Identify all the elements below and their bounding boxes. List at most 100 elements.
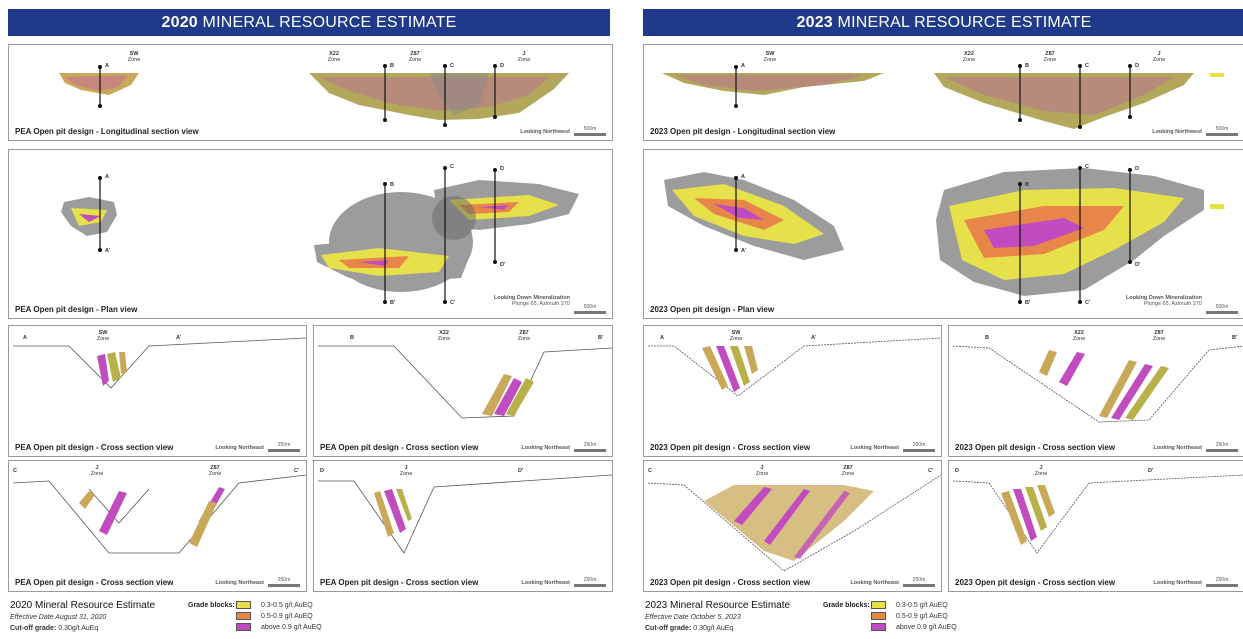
- panel-title: PEA Open pit design - Cross section view: [15, 578, 174, 587]
- point-b: B: [390, 182, 394, 188]
- scale-label: 500m: [1215, 126, 1229, 132]
- cross-section-a: A A' SW Zone 2023 Open pit design - Cross…: [643, 325, 942, 457]
- zone-label-j: J Zone: [399, 465, 413, 477]
- point-end: C': [294, 468, 300, 474]
- grade-blocks-label: Grade blocks:: [823, 602, 870, 609]
- cross-section-figure: [318, 474, 612, 554]
- zone-label-z87: Z87 Zone: [1043, 51, 1057, 63]
- scale-bar: 500m: [574, 126, 606, 136]
- point-d: D: [1135, 166, 1139, 172]
- point-d: D: [500, 166, 504, 172]
- point-a: A: [105, 63, 109, 69]
- cross-section-c: C C' J Zone Z87 Zone 2023 Open pit design …: [643, 460, 942, 592]
- scale-bar: 250m: [903, 577, 935, 587]
- point-start: C: [648, 468, 652, 474]
- banner-text: MINERAL RESOURCE ESTIMATE: [832, 14, 1092, 31]
- cross-section-figure: [648, 337, 941, 397]
- view-direction: Looking Down Mineralization Plunge 65, Az…: [1126, 295, 1202, 307]
- view-direction: Looking Northeast: [850, 580, 899, 586]
- panel-title: PEA Open pit design - Cross section view: [320, 578, 479, 587]
- zone-label-j: J Zone: [1152, 51, 1166, 63]
- point-c: C: [450, 63, 454, 69]
- cross-section-a: A A' SW Zone PEA Open pit design - Cross …: [8, 325, 307, 457]
- point-d: D: [500, 63, 504, 69]
- point-start: B: [985, 335, 989, 341]
- panel-title: PEA Open pit design - Cross section view: [320, 443, 479, 452]
- point-b: B: [1025, 182, 1029, 188]
- legend-2023: 2023 Mineral Resource Estimate Effective…: [643, 598, 1243, 639]
- legend-item-mid: 0.5-0.9 g/t AuEQ: [236, 612, 322, 623]
- grade-legend: 0.3-0.5 g/t AuEQ 0.5-0.9 g/t AuEQ above …: [236, 601, 322, 634]
- point-end: A': [811, 335, 817, 341]
- banner-text: MINERAL RESOURCE ESTIMATE: [197, 14, 457, 31]
- effective-date: Effective Date October 5, 2023: [645, 614, 741, 621]
- plan-panel: A A' B B' C C' D D' 2023 Open pit design…: [643, 149, 1243, 319]
- point-d-prime: D': [1135, 262, 1141, 268]
- scale-label: 250m: [583, 442, 597, 448]
- point-c-prime: C': [1085, 300, 1091, 306]
- cross-section-b: B B' X22 Zone Z87 Zone PEA Open pit design…: [313, 325, 613, 457]
- legend-item-high: above 0.9 g/t AuEQ: [236, 623, 322, 634]
- point-d: D: [1135, 63, 1139, 69]
- point-b-prime: B': [1025, 300, 1031, 306]
- panel-title: PEA Open pit design - Plan view: [15, 305, 138, 314]
- scale-label: 250m: [1215, 577, 1229, 583]
- cross-section-d: D D' J Zone 2023 Open pit design - Cross …: [948, 460, 1243, 592]
- legend-title: 2020 Mineral Resource Estimate: [10, 600, 156, 611]
- zone-label: SW Zone: [729, 330, 743, 342]
- longitudinal-figure: [662, 64, 1224, 129]
- point-start: D: [320, 468, 324, 474]
- scale-bar: 250m: [268, 577, 300, 587]
- view-direction: Looking Northeast: [1153, 580, 1202, 586]
- cross-section-d: D D' J Zone PEA Open pit design - Cross s…: [313, 460, 613, 592]
- cross-section-figure: [952, 345, 1243, 423]
- grade-legend: 0.3-0.5 g/t AuEQ 0.5-0.9 g/t AuEQ above …: [871, 601, 957, 634]
- view-direction: Looking Down Mineralization Plunge 65, Az…: [494, 295, 570, 307]
- panel-title: 2023 Open pit design - Cross section vie…: [650, 443, 811, 452]
- point-start: B: [350, 335, 354, 341]
- zone-label-j: J Zone: [517, 51, 531, 63]
- banner-2020: 2020 MINERAL RESOURCE ESTIMATE: [8, 9, 610, 36]
- point-end: B': [1232, 335, 1238, 341]
- zone-label-z87: Z87 Zone: [517, 330, 531, 342]
- cross-section-figure: [952, 474, 1243, 554]
- panel-title: 2023 Open pit design - Plan view: [650, 305, 775, 314]
- point-end: B': [598, 335, 604, 341]
- point-c-prime: C': [450, 300, 456, 306]
- banner-2023: 2023 MINERAL RESOURCE ESTIMATE: [643, 9, 1243, 36]
- point-end: D': [1148, 468, 1154, 474]
- scale-label: 250m: [277, 442, 291, 448]
- zone-label: SW Zone: [96, 330, 110, 342]
- cross-section-b: B B' X22 Zone Z87 Zone 2023 Open pit desig…: [948, 325, 1243, 457]
- panel-title: 2023 Open pit design - Longitudinal sect…: [650, 127, 836, 136]
- scale-label: 500m: [583, 304, 597, 310]
- panel-title: PEA Open pit design - Longitudinal secti…: [15, 127, 199, 136]
- zone-label-sw: SW Zone: [763, 51, 777, 63]
- column-2023: 2023 MINERAL RESOURCE ESTIMATE A B C D S…: [643, 0, 1243, 639]
- zone-label-j: J Zone: [90, 465, 104, 477]
- longitudinal-figure: [59, 64, 569, 127]
- point-b-prime: B': [390, 300, 396, 306]
- scale-label: 250m: [277, 577, 291, 583]
- legend-item-high: above 0.9 g/t AuEQ: [871, 623, 957, 634]
- plan-figure: [664, 166, 1224, 304]
- zone-label-z87: Z87 Zone: [408, 51, 422, 63]
- zone-label-x22: X22 Zone: [1072, 330, 1086, 342]
- point-b: B: [1025, 63, 1029, 69]
- view-direction: Looking Northeast: [521, 580, 570, 586]
- cut-off-grade: Cut-off grade: 0.30g/t AuEq: [645, 625, 734, 632]
- scale-bar: 250m: [1206, 442, 1238, 452]
- scale-label: 500m: [1215, 304, 1229, 310]
- view-direction: Looking Northeast: [521, 445, 570, 451]
- zone-label-j: J Zone: [1034, 465, 1048, 477]
- scale-bar: 250m: [268, 442, 300, 452]
- zone-label-z87: Z87 Zone: [841, 465, 855, 477]
- legend-item-low: 0.3-0.5 g/t AuEQ: [871, 601, 957, 612]
- legend-title: 2023 Mineral Resource Estimate: [645, 600, 791, 611]
- plan-figure: [61, 166, 579, 304]
- point-a-prime: A': [741, 248, 747, 254]
- scale-label: 250m: [583, 577, 597, 583]
- point-end: C': [928, 468, 934, 474]
- zone-label-z87: Z87 Zone: [1152, 330, 1166, 342]
- scale-bar: 500m: [1206, 126, 1238, 136]
